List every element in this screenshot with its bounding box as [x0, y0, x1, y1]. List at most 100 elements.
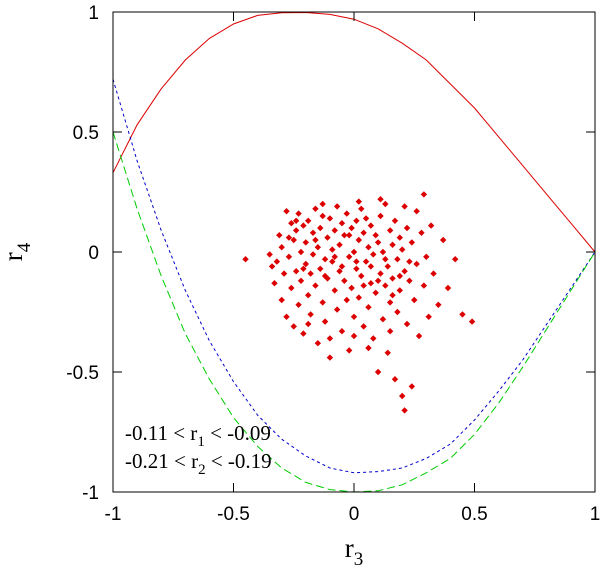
scatter-point	[266, 251, 273, 258]
axis-ticks	[112, 11, 596, 493]
scatter-point	[292, 217, 300, 224]
scatter-point	[333, 203, 341, 210]
scatter-point	[377, 196, 384, 203]
y-tick-label: -0.5	[66, 363, 99, 384]
scatter-point	[336, 268, 343, 275]
scatter-point	[374, 368, 382, 376]
scatter-point	[394, 308, 401, 316]
scatter-point	[430, 270, 437, 277]
scatter-point	[319, 212, 326, 220]
scatter-point	[288, 220, 295, 227]
scatter-point	[377, 270, 384, 277]
scatter-point	[331, 227, 338, 234]
x-tick-label: 1	[590, 504, 600, 525]
scatter-point	[374, 277, 382, 284]
x-tick-label: -1	[105, 504, 122, 525]
scatter-point	[305, 292, 312, 299]
scatter-point	[321, 272, 329, 280]
scatter-point	[386, 328, 394, 335]
scatter-point	[302, 239, 309, 246]
scatter-point	[444, 284, 452, 292]
scatter-point	[362, 215, 370, 222]
scatter-point	[367, 222, 375, 229]
scatter-point	[329, 258, 336, 265]
scatter-point	[302, 260, 309, 268]
scatter-point	[348, 224, 355, 232]
scatter-point	[370, 251, 377, 258]
scatter-point	[314, 244, 322, 251]
scatter-point	[391, 376, 399, 383]
scatter-point	[413, 208, 420, 215]
scatter-point	[319, 200, 326, 208]
scatter-point	[379, 316, 387, 323]
scatter-point	[314, 340, 322, 347]
annotation-r1: -0.11 < r1 < -0.09	[125, 421, 271, 450]
scatter-point	[420, 191, 428, 198]
scatter-point	[358, 205, 365, 212]
scatter-point	[353, 217, 360, 224]
scatter-point	[317, 265, 324, 272]
scatter-point	[427, 222, 435, 229]
scatter-point	[343, 210, 350, 217]
scatter-point	[278, 244, 285, 251]
scatter-point	[290, 323, 297, 330]
scatter-point	[389, 241, 396, 248]
scatter-point	[348, 284, 355, 292]
scatter-point	[413, 260, 420, 268]
scatter-point	[350, 248, 358, 256]
scatter-point	[386, 299, 394, 306]
curve-dotted	[112, 79, 596, 474]
scatter-point	[319, 299, 326, 306]
scatter-point	[406, 258, 413, 265]
scatter-point	[365, 304, 372, 311]
y-tick-label: 0.5	[73, 123, 99, 144]
scatter-point	[345, 232, 353, 239]
scatter-point	[365, 344, 372, 352]
scatter-point	[307, 270, 314, 277]
scatter-point	[350, 313, 358, 320]
scatter-point	[399, 392, 406, 400]
scatter-point	[345, 347, 353, 354]
scatter-point	[401, 268, 408, 275]
scatter-point	[355, 198, 363, 205]
scatter-point	[360, 323, 367, 330]
scatter-point	[372, 289, 379, 296]
x-tick-label: 0.5	[461, 504, 487, 525]
x-axis-label: r3	[345, 533, 364, 570]
scatter-point	[350, 332, 358, 340]
scatter-point	[382, 282, 389, 289]
scatter-point	[312, 205, 319, 212]
scatter-point	[367, 263, 375, 270]
scatter-point	[295, 210, 302, 217]
scatter-point	[283, 313, 290, 320]
scatter-point	[326, 215, 334, 222]
scatter-point	[384, 349, 391, 356]
scatter-points	[242, 191, 476, 414]
scatter-point	[403, 224, 411, 232]
scatter-point	[423, 253, 430, 260]
scatter-point	[305, 320, 312, 328]
scatter-point	[283, 208, 290, 215]
scatter-point	[331, 287, 338, 294]
scatter-point	[242, 256, 249, 263]
scatter-point	[295, 301, 302, 308]
scatter-point	[379, 248, 387, 256]
scatter-point	[324, 234, 331, 241]
scatter-point	[333, 306, 341, 313]
tick-labels: -1 -0.5 0 0.5 1 -1 -0.5 0 0.5 1	[66, 3, 600, 525]
scatter-point	[341, 277, 348, 284]
scatter-point	[401, 203, 408, 210]
scatter-point	[408, 383, 416, 390]
scatter-point	[365, 244, 372, 251]
scatter-point	[336, 241, 343, 248]
scatter-point	[420, 282, 428, 289]
scatter-point	[360, 229, 367, 236]
x-tick-label: -0.5	[217, 504, 250, 525]
scatter-point	[300, 330, 307, 337]
scatter-point	[338, 263, 346, 270]
scatter-point	[338, 220, 346, 227]
scatter-point	[389, 292, 396, 299]
scatter-point	[418, 229, 425, 236]
scatter-point	[435, 301, 442, 308]
